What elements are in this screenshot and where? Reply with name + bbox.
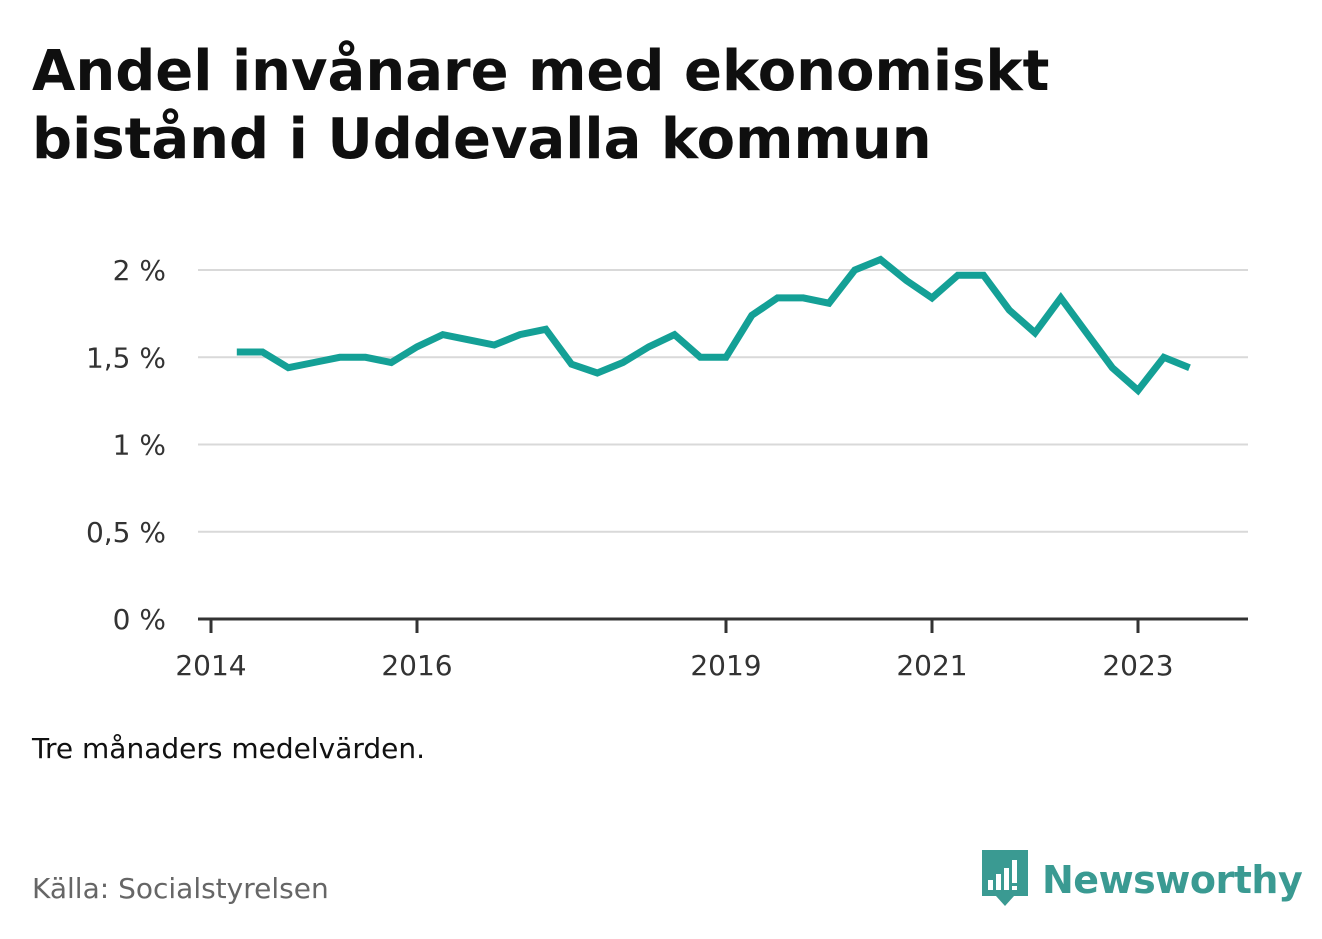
x-axis-ticks: 2014 2016 2019 2021 2023 <box>175 619 1174 682</box>
series-line <box>236 255 1191 396</box>
bar-chart-icon <box>982 850 1028 906</box>
grid-lines <box>198 269 1248 533</box>
y-tick-label: 1 % <box>113 429 166 462</box>
y-tick-label: 0,5 % <box>86 516 166 549</box>
chart-note: Tre månaders medelvärden. <box>32 732 426 765</box>
y-tick-label: 1,5 % <box>86 341 166 374</box>
newsworthy-logo: Newsworthy <box>980 848 1303 912</box>
y-axis-tick-labels: 0 % 0,5 % 1 % 1,5 % 2 % <box>86 254 166 636</box>
x-tick-label: 2023 <box>1102 649 1173 682</box>
x-tick-label: 2021 <box>896 649 967 682</box>
source-label: Källa: Socialstyrelsen <box>32 872 329 905</box>
brand-name: Newsworthy <box>1042 858 1303 902</box>
y-tick-label: 2 % <box>113 254 166 287</box>
x-tick-label: 2016 <box>381 649 452 682</box>
y-tick-label: 0 % <box>113 603 166 636</box>
x-tick-label: 2019 <box>690 649 761 682</box>
chart-title: Andel invånare med ekonomiskt bistånd i … <box>32 39 1050 172</box>
x-tick-label: 2014 <box>175 649 246 682</box>
